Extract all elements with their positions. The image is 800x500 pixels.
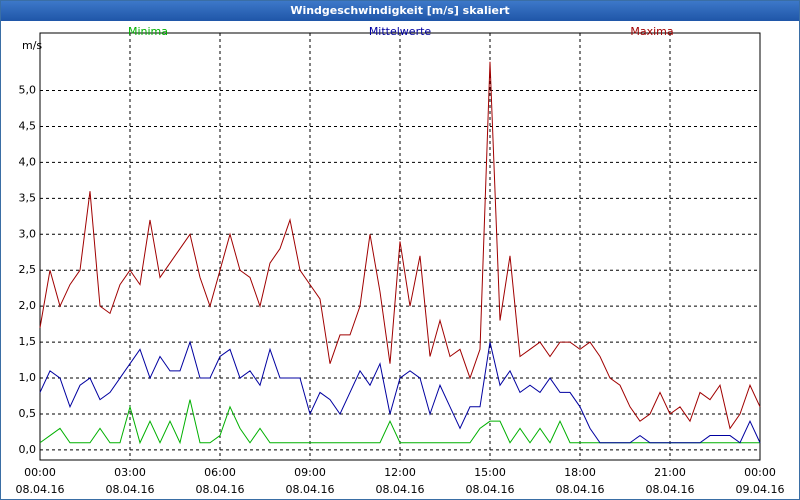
y-tick-label: 1,5 <box>19 335 37 348</box>
y-tick-label: 3,0 <box>19 227 37 240</box>
series-line <box>39 340 761 444</box>
y-tick-label: 4,5 <box>19 119 37 132</box>
x-tick-date: 08.04.16 <box>556 483 605 496</box>
x-tick-date: 08.04.16 <box>466 483 515 496</box>
x-tick-label: 18:00 <box>564 466 596 479</box>
x-tick-date: 08.04.16 <box>16 483 65 496</box>
y-tick-label: 3,5 <box>19 191 37 204</box>
x-tick-label: 06:00 <box>204 466 236 479</box>
chart: m/s 0,0 0,5 1,0 1,5 2,0 2,5 3,0 3,5 4,0 4,5 5,0 00:… <box>16 25 785 496</box>
x-tick-label: 12:00 <box>384 466 416 479</box>
window-title: Windgeschwindigkeit [m/s] skaliert <box>1 1 799 21</box>
legend-label: Minima <box>128 25 168 38</box>
x-tick-date: 08.04.16 <box>286 483 335 496</box>
series-line <box>39 399 760 445</box>
x-tick-label: 15:00 <box>474 466 506 479</box>
x-tick-date: 08.04.16 <box>376 483 425 496</box>
legend-label: Mittelwerte <box>369 25 432 38</box>
y-tick-label: 5,0 <box>19 84 37 97</box>
x-tick-date: 09.04.16 <box>736 483 785 496</box>
x-tick-date: 08.04.16 <box>196 483 245 496</box>
y-tick-label: 1,0 <box>19 371 37 384</box>
y-tick-label: 2,5 <box>19 263 37 276</box>
x-tick-label: 09:00 <box>294 466 326 479</box>
y-tick-label: 0,0 <box>19 443 37 456</box>
y-tick-label: 4,0 <box>19 155 37 168</box>
y-tick-label: 0,5 <box>19 407 37 420</box>
legend-label: Maxima <box>630 25 673 38</box>
x-tick-label: 00:00 <box>24 466 56 479</box>
y-tick-label: 2,0 <box>19 299 37 312</box>
y-unit-label: m/s <box>22 39 42 52</box>
x-tick-date: 08.04.16 <box>646 483 695 496</box>
x-tick-label: 03:00 <box>114 466 146 479</box>
x-tick-date: 08.04.16 <box>106 483 155 496</box>
series-line <box>39 61 761 430</box>
x-tick-label: 00:00 <box>744 466 776 479</box>
x-tick-label: 21:00 <box>654 466 686 479</box>
